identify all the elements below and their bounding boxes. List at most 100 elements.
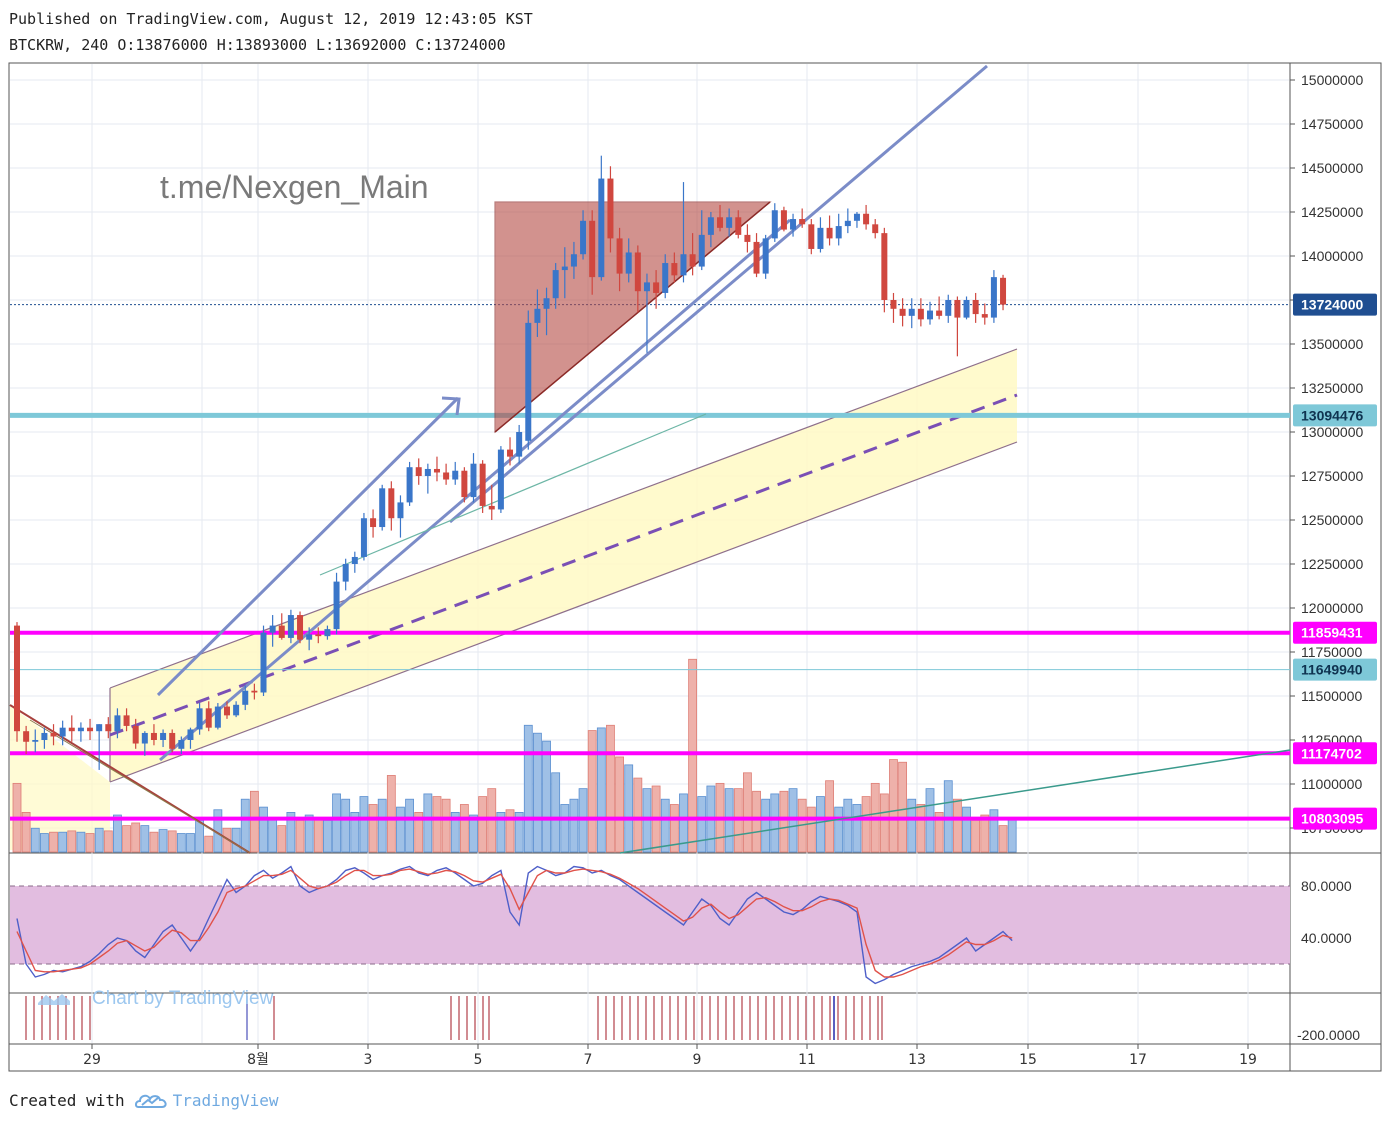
candle-body-45 xyxy=(424,468,431,476)
volume-bar-95 xyxy=(879,793,889,853)
candle-body-1 xyxy=(23,731,30,742)
channel-lower xyxy=(109,441,1018,783)
long-teal-line xyxy=(619,749,1291,854)
volume-bar-101 xyxy=(934,812,944,853)
volume-bar-27 xyxy=(259,806,268,853)
volume-bar-59 xyxy=(551,772,561,853)
candle-body-5 xyxy=(59,727,66,737)
volume-bar-91 xyxy=(843,798,853,853)
candle-body-55 xyxy=(516,432,523,457)
volume-bar-24 xyxy=(231,827,241,853)
level-label-1: 11859431 xyxy=(1301,625,1363,641)
channel-upper xyxy=(109,348,1018,689)
volume-bar-56 xyxy=(523,724,533,853)
volume-bar-38 xyxy=(359,796,369,853)
falling-line-thin xyxy=(29,719,251,854)
candle-body-91 xyxy=(844,220,851,227)
volume-bar-57 xyxy=(533,732,542,853)
volume-bar-93 xyxy=(861,796,871,853)
yellow-channel xyxy=(10,348,1018,850)
candle-body-81 xyxy=(753,241,760,274)
candle-body-74 xyxy=(689,254,696,267)
level-label-1-bg xyxy=(1293,621,1377,644)
inner-watermark-text: Chart by TradingView xyxy=(92,988,274,1009)
triangle-hypotenuse xyxy=(494,201,771,433)
volume-bar-14 xyxy=(140,825,150,853)
candle-body-35 xyxy=(333,581,340,630)
x-tick-label-0: 29 xyxy=(83,1052,101,1068)
candle-body-21 xyxy=(205,708,212,728)
candle-body-28 xyxy=(269,625,276,633)
candle-body-105 xyxy=(972,300,979,315)
candle-body-62 xyxy=(580,220,587,255)
candle-body-59 xyxy=(552,270,559,299)
candle-body-67 xyxy=(625,252,632,274)
volume-bar-108 xyxy=(998,825,1008,853)
volume-bar-1 xyxy=(21,812,31,853)
candle-body-31 xyxy=(297,615,304,640)
candle-body-93 xyxy=(863,213,870,225)
x-tick-label-7: 13 xyxy=(908,1052,926,1068)
volume-bar-19 xyxy=(186,833,195,853)
candle-body-89 xyxy=(826,227,833,239)
volume-bar-82 xyxy=(761,798,771,853)
volume-bar-39 xyxy=(368,804,378,853)
volume-bar-11 xyxy=(113,814,122,853)
volume-bar-48 xyxy=(450,812,460,853)
volume-bar-102 xyxy=(943,780,953,853)
level-label-2-bg xyxy=(1293,658,1377,681)
candle-body-92 xyxy=(853,213,860,221)
volume-bar-31 xyxy=(295,819,305,853)
candle-body-34 xyxy=(324,629,331,637)
stoch-rsi-pane xyxy=(10,865,1290,985)
volume-bar-58 xyxy=(542,740,551,853)
volume-bar-90 xyxy=(834,806,844,853)
candle-body-41 xyxy=(388,488,395,519)
volume-bar-36 xyxy=(341,798,351,853)
candle-body-98 xyxy=(908,308,915,316)
x-tick-label-3: 5 xyxy=(474,1052,483,1068)
x-tick-label-6: 11 xyxy=(798,1052,816,1068)
y-tick-label-14: 11500000 xyxy=(1301,688,1362,704)
candle-body-78 xyxy=(726,217,733,228)
y-tick-label-13: 11750000 xyxy=(1301,644,1362,660)
volume-bar-49 xyxy=(459,804,469,853)
candle-body-0 xyxy=(14,625,20,732)
volume-bar-64 xyxy=(596,727,606,853)
candle-body-104 xyxy=(963,300,970,318)
candle-body-30 xyxy=(287,615,294,638)
volume-bar-81 xyxy=(752,790,761,853)
arrow-head xyxy=(441,396,461,416)
volume-bar-26 xyxy=(249,790,259,853)
candle-body-80 xyxy=(744,234,751,242)
volume-bar-32 xyxy=(304,814,314,853)
rsi-series-%K xyxy=(16,865,1013,985)
volume-bar-97 xyxy=(898,761,908,853)
volume-bar-106 xyxy=(980,814,990,853)
candle-body-26 xyxy=(251,690,258,693)
candle-body-95 xyxy=(881,233,888,300)
candle-body-101 xyxy=(936,310,943,316)
candle-body-40 xyxy=(379,488,386,528)
volume-bar-42 xyxy=(396,806,405,853)
volume-bar-89 xyxy=(825,780,834,853)
y-tick-label-8: 13000000 xyxy=(1301,424,1364,440)
volume-bar-104 xyxy=(962,806,971,853)
candle-body-61 xyxy=(570,254,577,267)
candle-body-12 xyxy=(123,715,130,726)
candle-body-102 xyxy=(945,300,952,316)
candle-body-90 xyxy=(835,226,842,239)
candle-body-52 xyxy=(488,505,495,510)
tradingview-brand-text[interactable]: TradingView xyxy=(172,1090,279,1110)
volume-bar-96 xyxy=(889,759,898,853)
candle-body-2 xyxy=(32,740,39,742)
published-header: Published on TradingView.com, August 12,… xyxy=(9,10,533,28)
tradingview-logo-icon[interactable] xyxy=(134,1090,169,1110)
tradingview-cloud-icon xyxy=(38,994,70,1005)
candle-body-44 xyxy=(415,467,422,476)
candle-body-22 xyxy=(214,706,221,728)
volume-bar-6 xyxy=(67,830,77,853)
volume-bar-17 xyxy=(167,830,177,853)
candle-body-11 xyxy=(114,715,121,732)
